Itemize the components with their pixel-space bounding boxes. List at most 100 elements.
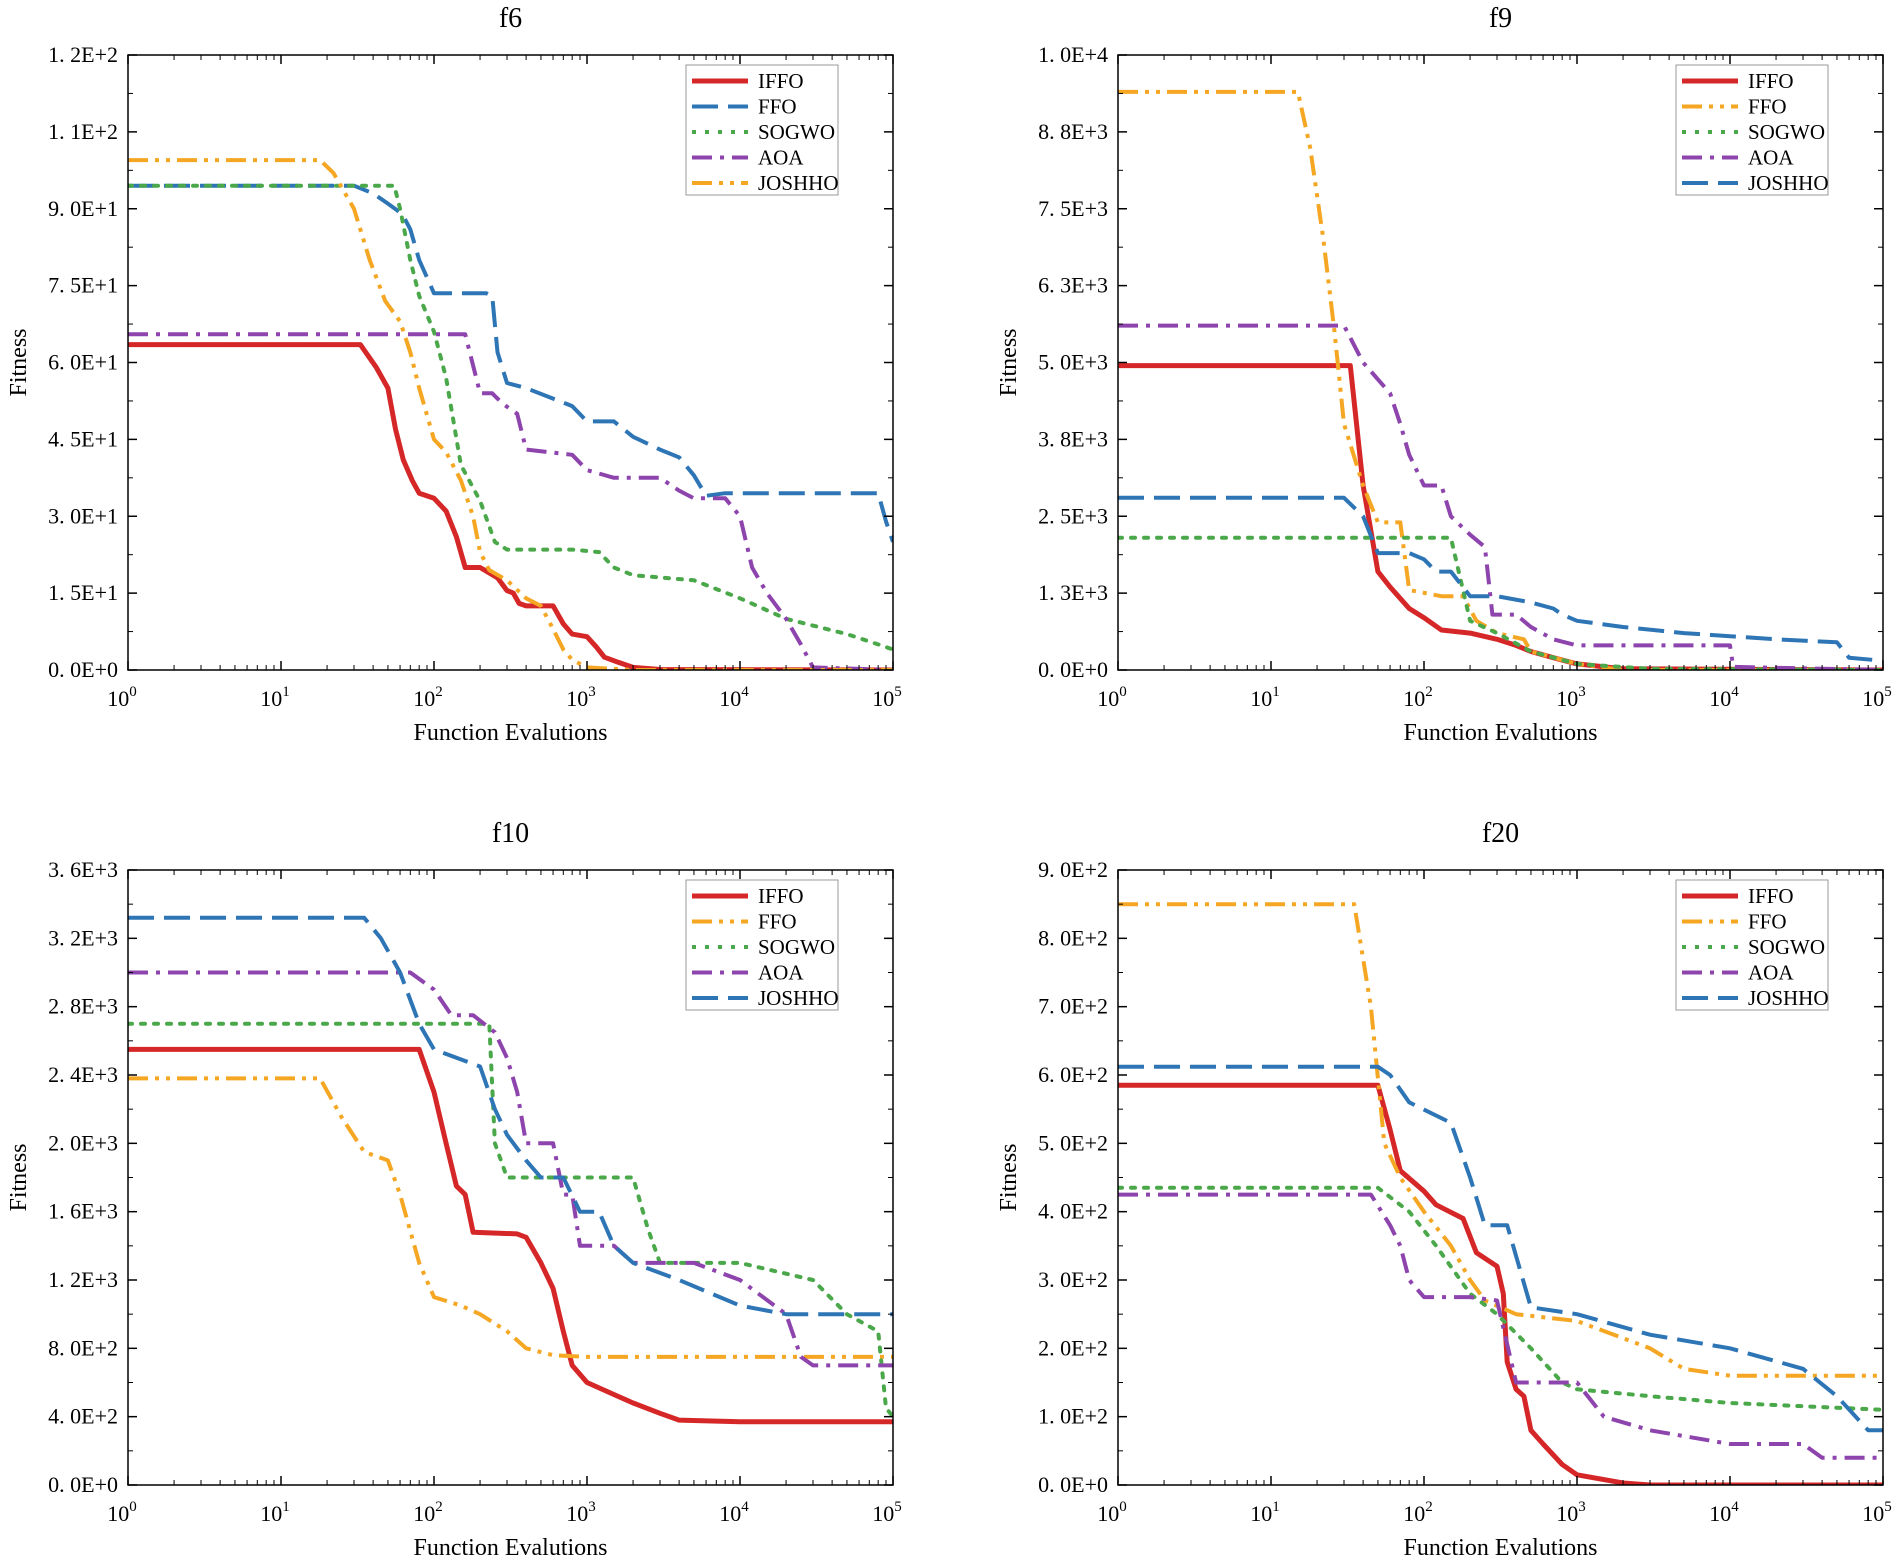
y-tick-label: 0. 0E+0	[48, 657, 118, 682]
legend-label-iffo: IFFO	[1748, 884, 1794, 908]
chart-title: f10	[492, 818, 529, 849]
x-tick-label: 105	[872, 1499, 902, 1526]
x-tick-label: 105	[1862, 684, 1892, 711]
legend-box	[685, 879, 839, 1011]
legend-label-aoa: AOA	[758, 146, 804, 170]
series-line-iffo	[1118, 363, 1883, 670]
y-tick-label: 1. 0E+4	[1038, 42, 1108, 67]
y-axis-title: Fitness	[996, 328, 1022, 396]
legend-label-sogwo: SOGWO	[1748, 935, 1825, 959]
legend-label-sogwo: SOGWO	[758, 120, 835, 144]
legend-label-aoa: AOA	[1748, 146, 1794, 170]
panel-f10: 100 101 102 103 104 105 0. 0E+0 4. 0E+2 8. 0E+2 1…	[6, 818, 902, 1561]
x-tick-label: 104	[1709, 684, 1739, 711]
y-tick-label: 3. 6E+3	[48, 857, 118, 882]
legend-label-ffo: FFO	[758, 95, 797, 119]
y-tick-label: 8. 0E+2	[1038, 925, 1108, 950]
x-tick-label: 104	[719, 684, 749, 711]
series-line-iffo	[128, 342, 893, 670]
y-tick-label: 3. 0E+2	[1038, 1267, 1108, 1292]
series-line-aoa	[1118, 323, 1883, 670]
x-tick-label: 102	[413, 684, 443, 711]
y-tick-label: 1. 6E+3	[48, 1199, 118, 1224]
y-tick-label: 3. 8E+3	[1038, 426, 1108, 451]
y-tick-label: 6. 0E+1	[48, 350, 118, 375]
legend-label-ffo: FFO	[758, 910, 797, 934]
series-line-iffo	[1118, 1082, 1883, 1485]
legend-label-iffo: IFFO	[758, 69, 804, 93]
x-tick-label: 102	[1403, 684, 1433, 711]
y-axis-title: Fitness	[6, 1143, 32, 1211]
y-axis-title: Fitness	[996, 1143, 1022, 1211]
legend-label-ffo: FFO	[1748, 910, 1787, 934]
series-line-ffo	[128, 1076, 893, 1359]
legend-label-iffo: IFFO	[758, 884, 804, 908]
y-tick-label: 3. 0E+1	[48, 503, 118, 528]
series-line-sogwo	[1118, 535, 1883, 670]
series-line-joshho	[1118, 495, 1883, 663]
x-tick-label: 101	[260, 684, 290, 711]
panel-f6: 100 101 102 103 104 105 0. 0E+0 1. 5E+1 3. 0E+1 4…	[6, 3, 902, 746]
legend-label-joshho: JOSHHO	[1748, 986, 1829, 1010]
y-tick-label: 1. 5E+1	[48, 580, 118, 605]
y-tick-label: 0. 0E+0	[1038, 1472, 1108, 1497]
series-line-aoa	[128, 332, 893, 670]
series-line-joshho	[1118, 1064, 1883, 1433]
y-tick-label: 5. 0E+3	[1038, 350, 1108, 375]
chart-title: f20	[1482, 818, 1519, 849]
x-axis-title: Function Evalutions	[414, 720, 608, 746]
x-tick-label: 103	[1556, 684, 1586, 711]
x-tick-label: 100	[107, 1499, 137, 1526]
y-tick-label: 6. 3E+3	[1038, 273, 1108, 298]
x-tick-label: 103	[1556, 1499, 1586, 1526]
x-tick-label: 101	[1250, 684, 1280, 711]
y-tick-label: 2. 4E+3	[48, 1062, 118, 1087]
series-line-ffo	[128, 183, 893, 543]
y-tick-label: 0. 0E+0	[48, 1472, 118, 1497]
x-tick-label: 102	[413, 1499, 443, 1526]
series-line-ffo	[1118, 902, 1883, 1378]
x-axis-title: Function Evalutions	[1404, 720, 1598, 746]
x-tick-label: 103	[566, 1499, 596, 1526]
y-tick-label: 9. 0E+2	[1038, 857, 1108, 882]
x-axis-title: Function Evalutions	[1404, 1535, 1598, 1561]
x-tick-label: 100	[107, 684, 137, 711]
y-tick-label: 4. 0E+2	[1038, 1199, 1108, 1224]
legend-label-ffo: FFO	[1748, 95, 1787, 119]
y-tick-label: 5. 0E+2	[1038, 1130, 1108, 1155]
legend-label-sogwo: SOGWO	[758, 935, 835, 959]
x-tick-label: 104	[719, 1499, 749, 1526]
panel-f20: 100 101 102 103 104 105 0. 0E+0 1. 0E+2 2. 0E+2 3…	[996, 818, 1892, 1561]
series-line-aoa	[1118, 1192, 1883, 1460]
y-tick-label: 7. 5E+1	[48, 273, 118, 298]
series-line-iffo	[128, 1046, 893, 1425]
series-group	[1118, 902, 1883, 1485]
y-tick-label: 1. 1E+2	[48, 119, 118, 144]
series-line-aoa	[128, 970, 893, 1368]
y-tick-label: 6. 0E+2	[1038, 1062, 1108, 1087]
x-axis-title: Function Evalutions	[414, 1535, 608, 1561]
series-group	[128, 158, 893, 670]
y-tick-label: 3. 2E+3	[48, 925, 118, 950]
legend-label-joshho: JOSHHO	[758, 986, 839, 1010]
x-tick-label: 103	[566, 684, 596, 711]
y-tick-label: 7. 0E+2	[1038, 994, 1108, 1019]
y-axis-title: Fitness	[6, 328, 32, 396]
x-tick-label: 101	[1250, 1499, 1280, 1526]
series-line-sogwo	[1118, 1185, 1883, 1412]
x-tick-label: 101	[260, 1499, 290, 1526]
legend-label-iffo: IFFO	[1748, 69, 1794, 93]
legend-label-joshho: JOSHHO	[1748, 171, 1829, 195]
y-tick-label: 8. 8E+3	[1038, 119, 1108, 144]
legend-label-aoa: AOA	[758, 961, 804, 985]
legend-box	[685, 64, 839, 196]
y-tick-label: 2. 8E+3	[48, 994, 118, 1019]
y-tick-label: 2. 0E+3	[48, 1130, 118, 1155]
y-tick-label: 1. 2E+3	[48, 1267, 118, 1292]
legend-label-sogwo: SOGWO	[1748, 120, 1825, 144]
